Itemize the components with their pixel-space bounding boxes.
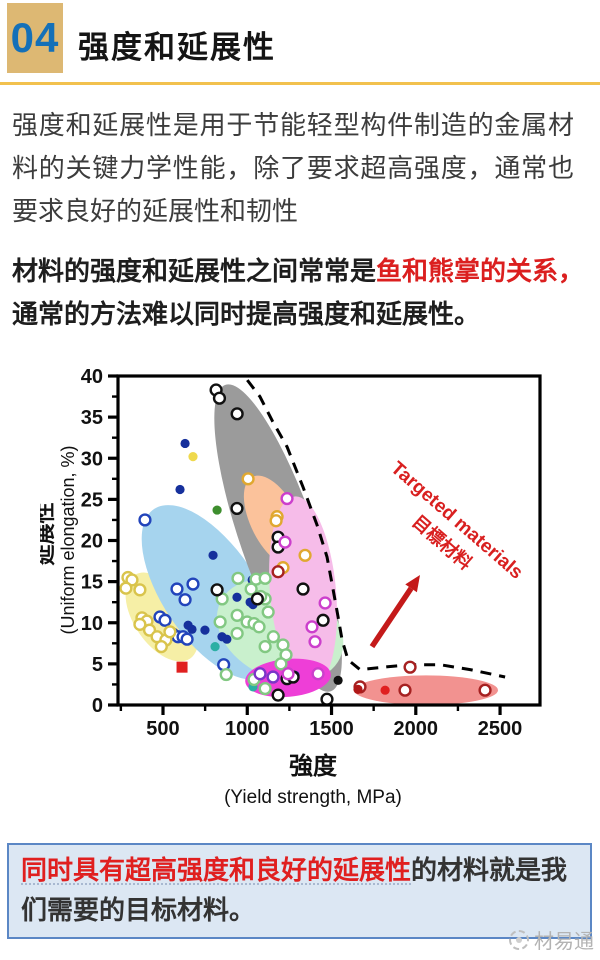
region-salmon-alloys [354, 675, 499, 705]
svg-text:40: 40 [81, 366, 103, 388]
section-number: 04 [10, 14, 60, 61]
tradeoff-highlight: 鱼和熊掌的关系， [376, 256, 585, 286]
y-axis-label-zh: 延展性 [40, 503, 57, 567]
svg-text:25: 25 [81, 489, 103, 511]
svg-text:1500: 1500 [309, 718, 354, 740]
series-magenta-open [278, 491, 332, 681]
header-divider [0, 82, 600, 85]
conclusion-highlight: 同时具有超高强度和良好的延展性 [21, 855, 412, 885]
svg-text:2000: 2000 [394, 718, 439, 740]
conclusion-rest: 的材料就是我们需要的目标材料。 [21, 855, 568, 925]
strength-ductility-chart: Targeted materials 目標材料 500 1000 1500 2000 250… [33, 362, 600, 814]
data-points [119, 383, 492, 706]
svg-text:0: 0 [92, 695, 103, 717]
watermark-logo-icon [509, 929, 529, 950]
conclusion-box: 同时具有超高强度和良好的延展性的材料就是我们需要的目标材料。 [7, 843, 592, 939]
page-title: 强度和延展性 [78, 30, 276, 65]
series-blue-open [138, 513, 231, 672]
svg-text:15: 15 [81, 572, 103, 594]
x-axis-label-en: (Yield strength, MPa) [224, 787, 402, 808]
series-yellow-filled [188, 452, 198, 462]
series-crimson-filled [353, 684, 363, 694]
watermark: 材易通 [509, 925, 594, 954]
y-axis-label-en: (Uniform elongation, %) [58, 445, 78, 634]
series-black-filled [333, 675, 343, 685]
tradeoff-boundary [246, 379, 506, 679]
targeted-arrow [369, 575, 421, 649]
tradeoff-suffix: 通常的方法难以同时提高强度和延展性。 [12, 299, 481, 329]
svg-text:20: 20 [81, 531, 103, 553]
svg-text:500: 500 [146, 718, 179, 740]
intro-paragraph: 强度和延展性是用于节能轻型构件制造的金属材料的关键力学性能，除了要求超高强度，通… [12, 110, 574, 226]
series-red-square [176, 661, 188, 673]
section-number-box: 04 [7, 3, 63, 73]
axes: 500 1000 1500 2000 2500 0 5 10 15 20 25 30 35 40 [81, 366, 542, 740]
series-violet-open [253, 667, 280, 684]
svg-text:2500: 2500 [478, 718, 523, 740]
series-khaki-open [119, 570, 177, 654]
watermark-text: 材易通 [534, 931, 594, 953]
x-axis-label-zh: 強度 [289, 752, 338, 780]
svg-text:10: 10 [81, 613, 103, 635]
series-red-filled [380, 685, 390, 695]
svg-text:35: 35 [81, 407, 103, 429]
svg-text:5: 5 [92, 654, 103, 676]
tradeoff-prefix: 材料的强度和延展性之间常常是 [12, 256, 377, 286]
svg-text:1000: 1000 [225, 718, 270, 740]
series-green-filled [212, 505, 222, 515]
tradeoff-paragraph: 材料的强度和延展性之间常常是鱼和熊掌的关系， 通常的方法难以同时提高强度和延展性。 [12, 250, 592, 336]
svg-text:30: 30 [81, 448, 103, 470]
